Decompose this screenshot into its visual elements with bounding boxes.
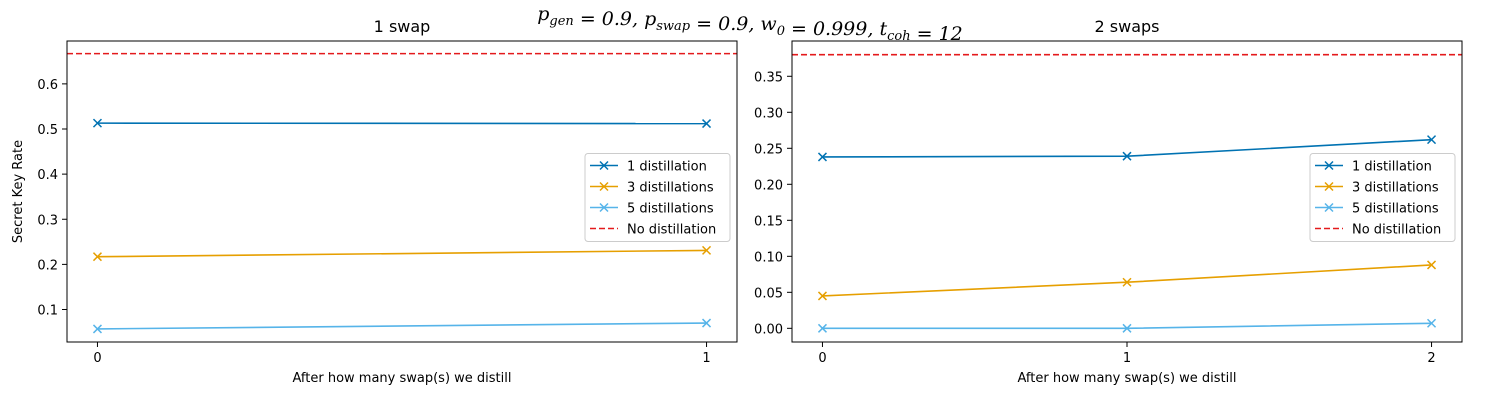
data-point (1427, 135, 1437, 145)
data-point (92, 324, 102, 334)
legend-entry: 1 distillation (590, 160, 707, 175)
legend-marker (1324, 160, 1334, 171)
legend-marker (599, 181, 609, 192)
series-line-3 (97, 322, 707, 330)
data-point (1122, 151, 1132, 161)
data-point (1427, 260, 1437, 270)
data-point (92, 118, 102, 128)
data-point (1427, 318, 1437, 328)
figure-suptitle: pgen = 0.9, pswap = 0.9, w0 = 0.999, tco… (537, 3, 963, 45)
x-tick-label: 1 (1123, 351, 1131, 366)
legend-marker (1324, 181, 1334, 192)
y-axis-label: Secret Key Rate (11, 140, 26, 243)
series-line-2 (822, 264, 1432, 297)
y-tick-label: 0.30 (754, 106, 783, 121)
data-point (702, 318, 712, 328)
data-point (817, 152, 827, 162)
legend-label: 1 distillation (627, 160, 707, 175)
data-point (92, 252, 102, 262)
y-tick-label: 0.2 (37, 258, 58, 273)
legend-label: 5 distillations (1352, 202, 1439, 217)
y-tick-label: 0.05 (754, 286, 783, 301)
legend-box (584, 153, 731, 242)
y-tick-label: 0.3 (37, 213, 58, 228)
legend-box (1309, 153, 1456, 242)
x-tick-label: 2 (1427, 351, 1435, 366)
y-tick-label: 0.25 (754, 142, 783, 157)
legend-entry: 3 distillations (1315, 181, 1439, 196)
legend-entry: 5 distillations (1315, 202, 1439, 217)
legend-entry: 3 distillations (590, 181, 714, 196)
data-point (817, 323, 827, 333)
legend-marker (599, 160, 609, 171)
legend: 1 distillation 3 distillations 5 distillat… (1309, 153, 1456, 242)
legend-label: No distillation (1352, 223, 1441, 238)
y-tick-label: 0.20 (754, 178, 783, 193)
y-tick-label: 0.6 (37, 78, 58, 93)
chart-panel-2: 2 swaps 0 1 2 0.00 0.05 0.10 0.15 0.20 0.25 0.30 0.… (754, 17, 1463, 386)
legend-label: 3 distillations (627, 181, 714, 196)
x-tick-label: 0 (93, 351, 101, 366)
y-tick-label: 0.4 (37, 168, 58, 183)
legend-label: 3 distillations (1352, 181, 1439, 196)
y-tick-label: 0.10 (754, 250, 783, 265)
x-tick-label: 1 (702, 351, 710, 366)
y-tick-label: 0.35 (754, 70, 783, 85)
data-point (702, 119, 712, 129)
chart-title: 1 swap (374, 17, 431, 36)
legend-marker (599, 202, 609, 213)
x-axis-label: After how many swap(s) we distill (292, 371, 511, 386)
chart-title: 2 swaps (1095, 17, 1160, 36)
data-point (1122, 323, 1132, 333)
x-axis-label: After how many swap(s) we distill (1017, 371, 1236, 386)
y-tick-label: 0.5 (37, 123, 58, 138)
y-tick-label: 0.1 (37, 304, 58, 319)
series-line-2 (97, 249, 707, 258)
legend-entry: No distillation (1315, 223, 1441, 238)
data-point (702, 245, 712, 255)
legend-entry: 1 distillation (1315, 160, 1432, 175)
y-tick-label: 0.15 (754, 214, 783, 229)
legend-entry: No distillation (590, 223, 716, 238)
legend: 1 distillation 3 distillations 5 distillat… (584, 153, 731, 242)
data-point (817, 291, 827, 301)
y-tick-label: 0.00 (754, 322, 783, 337)
legend-label: No distillation (627, 223, 716, 238)
data-point (1122, 277, 1132, 287)
legend-label: 5 distillations (627, 202, 714, 217)
legend-marker (1324, 202, 1334, 213)
plot-frame (791, 40, 1463, 343)
legend-label: 1 distillation (1352, 160, 1432, 175)
chart-panel-1: 1 swap 0 1 0.1 0.2 0.3 0.4 0.5 0.6 After how many… (11, 17, 738, 386)
plot-frame (66, 40, 738, 343)
legend-entry: 5 distillations (590, 202, 714, 217)
x-tick-label: 0 (818, 351, 826, 366)
